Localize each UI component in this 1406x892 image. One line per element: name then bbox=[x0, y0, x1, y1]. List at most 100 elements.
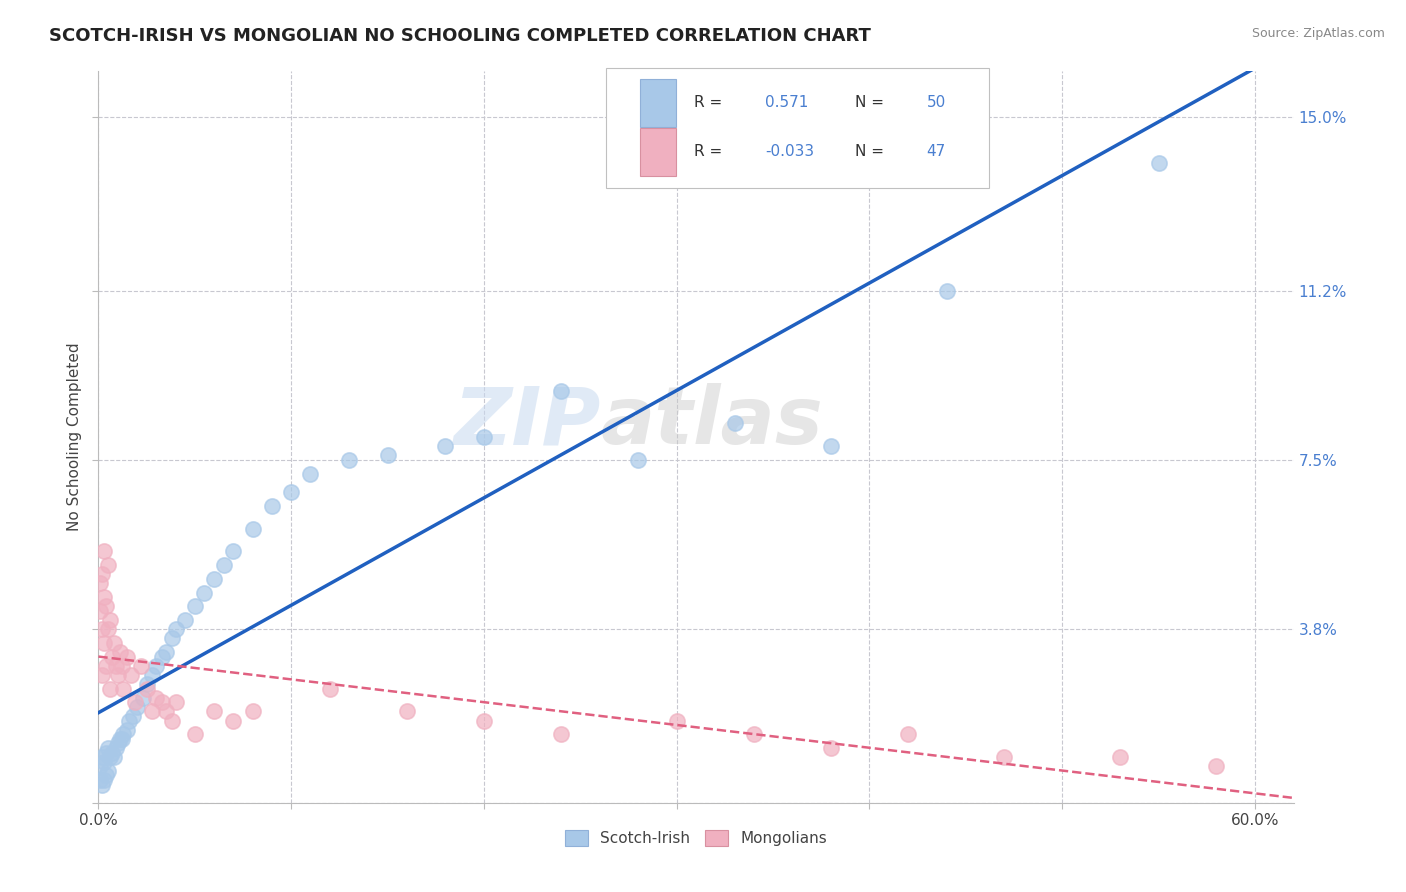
Point bbox=[103, 636, 125, 650]
Point bbox=[108, 645, 131, 659]
Point bbox=[184, 599, 207, 614]
Text: atlas: atlas bbox=[600, 384, 823, 461]
Point bbox=[107, 736, 129, 750]
Point bbox=[89, 759, 111, 773]
Point bbox=[129, 658, 152, 673]
Point bbox=[395, 705, 418, 719]
Point bbox=[110, 731, 132, 746]
Point bbox=[820, 439, 842, 453]
Point bbox=[125, 699, 148, 714]
Point bbox=[101, 746, 124, 760]
Point bbox=[337, 453, 360, 467]
Point bbox=[184, 727, 207, 741]
Point bbox=[155, 645, 177, 659]
Point bbox=[97, 740, 120, 755]
Point bbox=[135, 677, 157, 691]
Point bbox=[135, 681, 157, 696]
Point bbox=[98, 613, 121, 627]
Point bbox=[150, 695, 173, 709]
Point bbox=[665, 714, 688, 728]
Point bbox=[212, 558, 235, 573]
Point bbox=[97, 558, 120, 573]
Point bbox=[222, 714, 245, 728]
Point bbox=[141, 705, 163, 719]
Point bbox=[94, 746, 117, 760]
Point bbox=[91, 567, 114, 582]
Point bbox=[202, 705, 225, 719]
Point bbox=[155, 705, 177, 719]
Text: N =: N = bbox=[855, 95, 884, 111]
Text: 50: 50 bbox=[927, 95, 946, 111]
Point bbox=[89, 576, 111, 591]
Point bbox=[94, 599, 117, 614]
Point bbox=[117, 649, 139, 664]
Point bbox=[222, 544, 245, 558]
Point bbox=[89, 604, 111, 618]
Point bbox=[89, 772, 111, 787]
Point bbox=[107, 667, 129, 681]
Point bbox=[202, 572, 225, 586]
Point bbox=[91, 667, 114, 681]
Point bbox=[104, 740, 127, 755]
Point bbox=[145, 690, 167, 705]
FancyBboxPatch shape bbox=[640, 128, 676, 176]
Text: SCOTCH-IRISH VS MONGOLIAN NO SCHOOLING COMPLETED CORRELATION CHART: SCOTCH-IRISH VS MONGOLIAN NO SCHOOLING C… bbox=[49, 27, 872, 45]
Point bbox=[93, 544, 115, 558]
Point bbox=[193, 585, 215, 599]
Point bbox=[723, 417, 745, 431]
Legend: Scotch-Irish, Mongolians: Scotch-Irish, Mongolians bbox=[557, 822, 835, 854]
Point bbox=[260, 499, 283, 513]
Point bbox=[280, 485, 302, 500]
Point bbox=[165, 622, 187, 636]
Point bbox=[1205, 759, 1227, 773]
Y-axis label: No Schooling Completed: No Schooling Completed bbox=[66, 343, 82, 532]
Point bbox=[242, 705, 264, 719]
Point bbox=[935, 284, 957, 298]
Point bbox=[93, 590, 115, 604]
Point bbox=[434, 439, 457, 453]
Text: -0.033: -0.033 bbox=[765, 145, 814, 160]
Point bbox=[97, 764, 120, 778]
Point bbox=[93, 772, 115, 787]
Point bbox=[1147, 155, 1170, 169]
Point bbox=[91, 622, 114, 636]
Point bbox=[112, 727, 135, 741]
Point bbox=[93, 636, 115, 650]
Point bbox=[118, 714, 141, 728]
Point bbox=[174, 613, 197, 627]
Point bbox=[98, 681, 121, 696]
Point bbox=[141, 667, 163, 681]
Text: R =: R = bbox=[693, 95, 721, 111]
Point bbox=[108, 731, 131, 746]
Point bbox=[112, 681, 135, 696]
Point bbox=[377, 449, 399, 463]
FancyBboxPatch shape bbox=[640, 79, 676, 127]
Point bbox=[1109, 750, 1132, 764]
FancyBboxPatch shape bbox=[606, 68, 988, 188]
Point bbox=[91, 778, 114, 792]
Text: Source: ZipAtlas.com: Source: ZipAtlas.com bbox=[1251, 27, 1385, 40]
Point bbox=[319, 681, 342, 696]
Point bbox=[94, 658, 117, 673]
Point bbox=[897, 727, 920, 741]
Point bbox=[550, 384, 572, 399]
Point bbox=[132, 690, 155, 705]
Point bbox=[165, 695, 187, 709]
Point bbox=[993, 750, 1015, 764]
Point bbox=[160, 632, 183, 646]
Text: R =: R = bbox=[693, 145, 721, 160]
Point bbox=[150, 649, 173, 664]
Point bbox=[160, 714, 183, 728]
Point bbox=[98, 750, 121, 764]
Point bbox=[472, 430, 495, 444]
Text: 0.571: 0.571 bbox=[765, 95, 808, 111]
Point bbox=[91, 750, 114, 764]
Point bbox=[242, 521, 264, 535]
Point bbox=[103, 750, 125, 764]
Point bbox=[93, 755, 115, 769]
Text: ZIP: ZIP bbox=[453, 384, 600, 461]
Point bbox=[627, 453, 650, 467]
Text: 47: 47 bbox=[927, 145, 946, 160]
Point bbox=[104, 658, 127, 673]
Point bbox=[820, 740, 842, 755]
